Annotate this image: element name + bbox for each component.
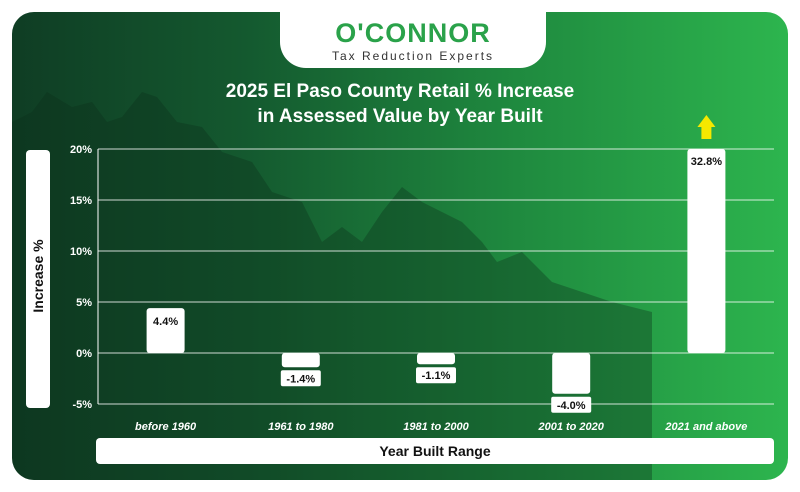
bar [552,353,591,394]
x-tick-label: before 1960 [135,421,197,433]
data-label-bg [280,370,321,387]
x-axis-label: Year Built Range [379,443,491,459]
x-tick-label: 2001 to 2020 [537,421,604,433]
data-label: 4.4% [153,316,178,328]
data-label: 32.8% [691,156,722,168]
data-label-bg [551,396,592,413]
data-label: -4.0% [557,400,586,412]
bar [281,353,320,368]
x-tick-label: 1981 to 2000 [403,421,469,433]
bar [146,308,185,353]
bar [417,353,455,365]
y-tick-label: 20% [70,144,92,156]
y-tick-label: 15% [70,195,92,207]
chart-title-line-2: in Assessed Value by Year Built [257,106,543,127]
brand-name: O'CONNOR [335,18,491,48]
x-tick-label: 2021 and above [664,421,747,433]
background-decoration [12,92,652,480]
y-axis-label-box: Increase % [26,150,50,408]
overflow-arrow-icon [697,115,716,139]
y-tick-label: 0% [76,348,92,360]
data-label-bg [416,367,456,384]
y-tick-label: -5% [72,399,92,411]
chart-card: O'CONNOR Tax Reduction Experts [12,12,788,480]
x-axis-label-box: Year Built Range [96,438,774,464]
data-label: -1.1% [422,370,451,382]
chart-title-line-1: 2025 El Paso County Retail % Increase [225,81,575,102]
y-tick-label: 5% [76,297,92,309]
y-tick-label: 10% [70,246,92,258]
bar [687,149,726,353]
brand-tagline: Tax Reduction Experts [331,49,495,63]
data-label: -1.4% [286,373,315,385]
brand-logo: O'CONNOR Tax Reduction Experts [280,12,546,68]
x-tick-label: 1961 to 1980 [268,421,334,433]
